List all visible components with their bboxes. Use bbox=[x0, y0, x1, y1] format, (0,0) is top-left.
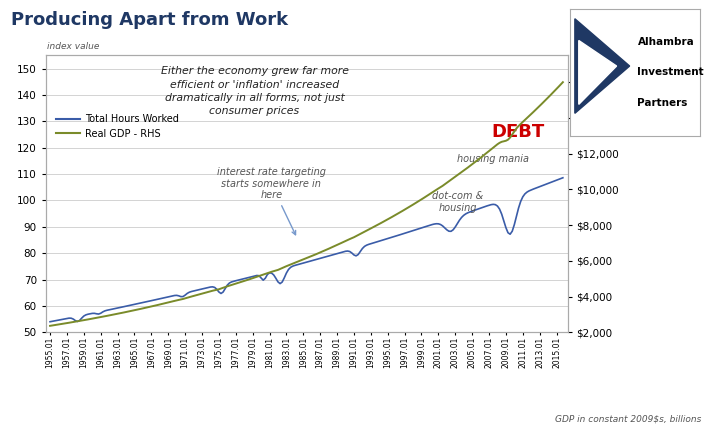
Text: interest rate targeting
starts somewhere in
here: interest rate targeting starts somewhere… bbox=[216, 167, 326, 235]
Polygon shape bbox=[579, 40, 617, 104]
Text: Producing Apart from Work: Producing Apart from Work bbox=[11, 11, 288, 29]
Text: GDP in constant 2009$s, billions: GDP in constant 2009$s, billions bbox=[555, 415, 701, 424]
Text: housing mania: housing mania bbox=[457, 154, 529, 164]
Text: Investment: Investment bbox=[637, 67, 704, 78]
Text: index value: index value bbox=[47, 42, 100, 51]
Text: Either the economy grew far more
efficient or 'inflation' increased
dramatically: Either the economy grew far more efficie… bbox=[161, 66, 348, 116]
Text: Partners: Partners bbox=[637, 98, 688, 108]
Text: dot-com &
housing: dot-com & housing bbox=[432, 191, 484, 213]
Text: DEBT: DEBT bbox=[491, 123, 545, 141]
Polygon shape bbox=[575, 19, 630, 113]
Legend: Total Hours Worked, Real GDP - RHS: Total Hours Worked, Real GDP - RHS bbox=[51, 110, 183, 143]
Text: Alhambra: Alhambra bbox=[637, 37, 694, 47]
